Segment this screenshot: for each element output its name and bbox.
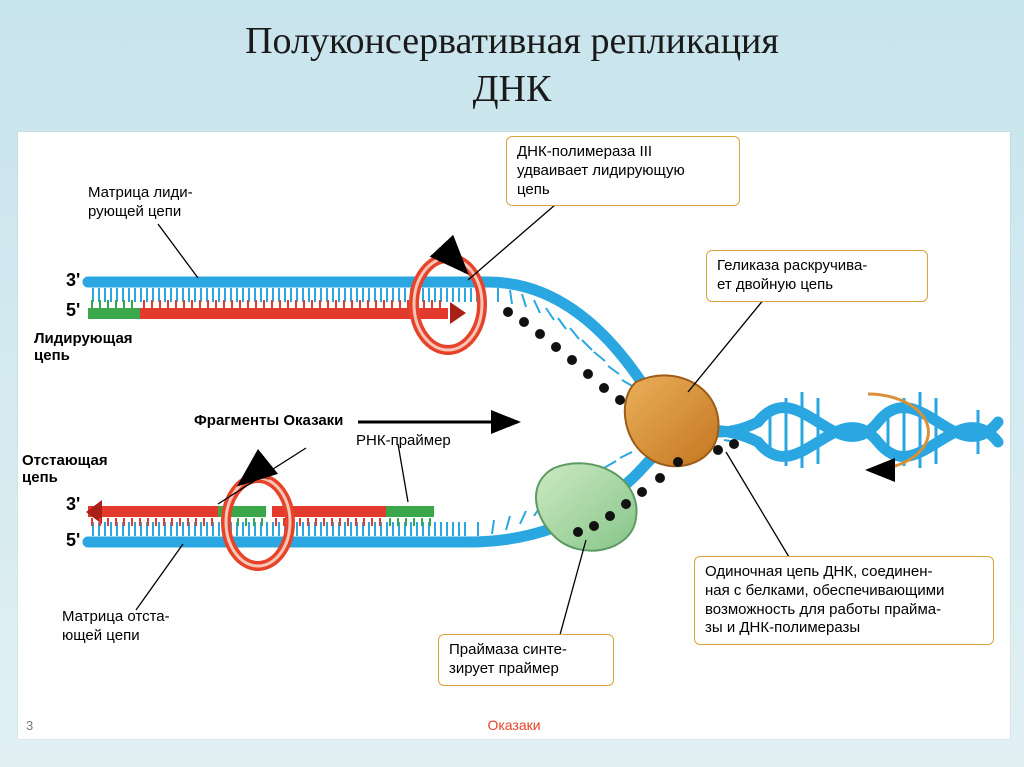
helicase-enzyme xyxy=(625,375,719,466)
teeth-lower xyxy=(88,522,468,536)
primase-enzyme xyxy=(536,463,637,550)
end-5-top: 5' xyxy=(66,300,80,321)
end-3-bot: 3' xyxy=(66,494,80,515)
callout-ssb: Одиночная цепь ДНК, соединен-ная с белка… xyxy=(694,556,994,645)
dna-polymerase-III-lagging xyxy=(226,476,290,566)
callout-pol3: ДНК-полимераза IIIудваивает лидирующуюце… xyxy=(506,136,740,206)
label-lagging-strand: Отстающаяцепь xyxy=(22,452,132,486)
leading-new-strand xyxy=(140,308,448,319)
callout-helicase: Геликаза раскручива-ет двойную цепь xyxy=(706,250,928,302)
callout-primase: Праймаза синте-зирует праймер xyxy=(438,634,614,686)
teeth-upper xyxy=(88,288,488,302)
footer-author: Оказаки xyxy=(487,717,540,733)
page-number: 3 xyxy=(26,718,33,733)
end-5-bot: 5' xyxy=(66,530,80,551)
label-template-leading: Матрица лиди-рующей цепи xyxy=(88,184,248,222)
title-line2: ДНК xyxy=(473,68,552,110)
diagram-panel: Матрица лиди-рующей цепи 3' 5' Лидирующа… xyxy=(18,132,1010,739)
dna-double-helix xyxy=(758,392,998,470)
label-okazaki: Фрагменты Оказаки xyxy=(194,412,343,431)
rna-primer-leading xyxy=(88,308,140,319)
label-leading-strand: Лидирующаяцепь xyxy=(34,330,154,364)
end-3-top: 3' xyxy=(66,270,80,291)
title-line1: Полуконсервативная репликация xyxy=(245,20,779,62)
label-template-lagging: Матрица отста-ющей цепи xyxy=(62,608,222,646)
okazaki-frag-1 xyxy=(88,506,218,517)
label-rna-primer: РНК-праймер xyxy=(356,432,451,451)
page-title: Полуконсервативная репликация ДНК xyxy=(0,0,1024,113)
